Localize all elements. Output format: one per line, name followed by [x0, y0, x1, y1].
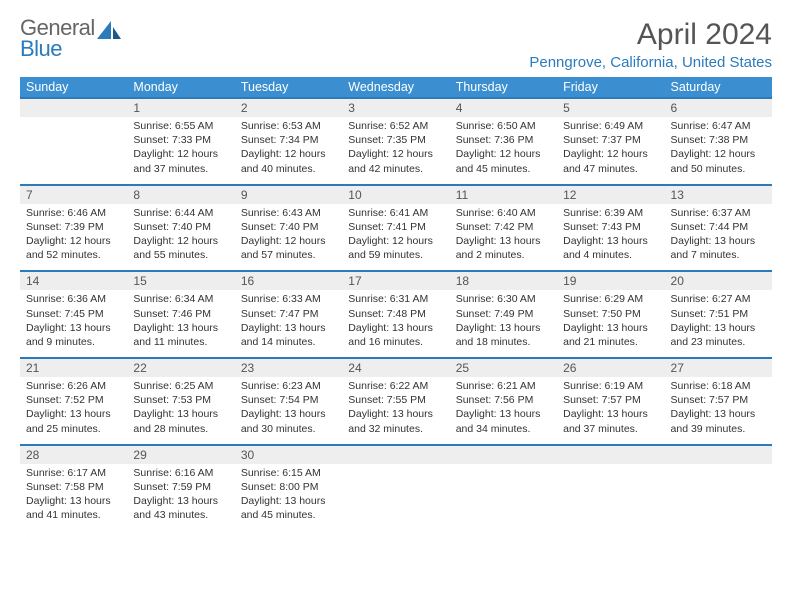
day-number: 10 [342, 185, 449, 204]
calendar-body: 123456Sunrise: 6:55 AMSunset: 7:33 PMDay… [20, 98, 772, 530]
day-cell: Sunrise: 6:55 AMSunset: 7:33 PMDaylight:… [127, 117, 234, 185]
day-number-row: 282930 [20, 445, 772, 464]
day-number [665, 445, 772, 464]
day-cell: Sunrise: 6:37 AMSunset: 7:44 PMDaylight:… [665, 204, 772, 272]
weekday-header: Wednesday [342, 77, 449, 98]
day-number [20, 98, 127, 117]
weekday-header: Saturday [665, 77, 772, 98]
header: General Blue April 2024 Penngrove, Calif… [20, 18, 772, 71]
day-number: 29 [127, 445, 234, 464]
day-cell: Sunrise: 6:23 AMSunset: 7:54 PMDaylight:… [235, 377, 342, 445]
day-cell: Sunrise: 6:22 AMSunset: 7:55 PMDaylight:… [342, 377, 449, 445]
weekday-header: Tuesday [235, 77, 342, 98]
day-number: 14 [20, 271, 127, 290]
day-cell: Sunrise: 6:29 AMSunset: 7:50 PMDaylight:… [557, 290, 664, 358]
day-number-row: 78910111213 [20, 185, 772, 204]
day-cell [665, 464, 772, 531]
month-title: April 2024 [529, 18, 772, 52]
day-number: 9 [235, 185, 342, 204]
day-cell [342, 464, 449, 531]
day-number: 6 [665, 98, 772, 117]
day-number [557, 445, 664, 464]
day-cell: Sunrise: 6:53 AMSunset: 7:34 PMDaylight:… [235, 117, 342, 185]
logo-sail-icon [97, 21, 121, 39]
day-number: 26 [557, 358, 664, 377]
day-number-row: 14151617181920 [20, 271, 772, 290]
day-cell: Sunrise: 6:15 AMSunset: 8:00 PMDaylight:… [235, 464, 342, 531]
day-cell: Sunrise: 6:50 AMSunset: 7:36 PMDaylight:… [450, 117, 557, 185]
weekday-header-row: Sunday Monday Tuesday Wednesday Thursday… [20, 77, 772, 98]
day-cell: Sunrise: 6:47 AMSunset: 7:38 PMDaylight:… [665, 117, 772, 185]
day-number-row: 123456 [20, 98, 772, 117]
day-number: 7 [20, 185, 127, 204]
day-cell: Sunrise: 6:49 AMSunset: 7:37 PMDaylight:… [557, 117, 664, 185]
day-number: 12 [557, 185, 664, 204]
day-number: 15 [127, 271, 234, 290]
day-number: 8 [127, 185, 234, 204]
day-cell: Sunrise: 6:25 AMSunset: 7:53 PMDaylight:… [127, 377, 234, 445]
day-cell: Sunrise: 6:21 AMSunset: 7:56 PMDaylight:… [450, 377, 557, 445]
weekday-header: Thursday [450, 77, 557, 98]
day-number: 19 [557, 271, 664, 290]
day-cell: Sunrise: 6:33 AMSunset: 7:47 PMDaylight:… [235, 290, 342, 358]
day-cell: Sunrise: 6:43 AMSunset: 7:40 PMDaylight:… [235, 204, 342, 272]
weekday-header: Friday [557, 77, 664, 98]
day-number: 18 [450, 271, 557, 290]
day-cell: Sunrise: 6:34 AMSunset: 7:46 PMDaylight:… [127, 290, 234, 358]
day-cell [557, 464, 664, 531]
day-number: 2 [235, 98, 342, 117]
day-number: 25 [450, 358, 557, 377]
day-number: 11 [450, 185, 557, 204]
title-block: April 2024 Penngrove, California, United… [529, 18, 772, 71]
day-number: 28 [20, 445, 127, 464]
day-cell: Sunrise: 6:16 AMSunset: 7:59 PMDaylight:… [127, 464, 234, 531]
day-cell: Sunrise: 6:17 AMSunset: 7:58 PMDaylight:… [20, 464, 127, 531]
day-cell: Sunrise: 6:39 AMSunset: 7:43 PMDaylight:… [557, 204, 664, 272]
day-number: 5 [557, 98, 664, 117]
day-cell: Sunrise: 6:18 AMSunset: 7:57 PMDaylight:… [665, 377, 772, 445]
day-number: 27 [665, 358, 772, 377]
day-cell: Sunrise: 6:41 AMSunset: 7:41 PMDaylight:… [342, 204, 449, 272]
day-number: 16 [235, 271, 342, 290]
day-cell [450, 464, 557, 531]
logo-blue: Blue [20, 39, 95, 60]
day-number [342, 445, 449, 464]
day-cell: Sunrise: 6:40 AMSunset: 7:42 PMDaylight:… [450, 204, 557, 272]
day-cell: Sunrise: 6:27 AMSunset: 7:51 PMDaylight:… [665, 290, 772, 358]
day-number: 20 [665, 271, 772, 290]
day-number: 17 [342, 271, 449, 290]
day-number: 3 [342, 98, 449, 117]
day-cell: Sunrise: 6:30 AMSunset: 7:49 PMDaylight:… [450, 290, 557, 358]
location: Penngrove, California, United States [529, 54, 772, 71]
day-cell: Sunrise: 6:44 AMSunset: 7:40 PMDaylight:… [127, 204, 234, 272]
logo: General Blue [20, 18, 121, 60]
day-content-row: Sunrise: 6:36 AMSunset: 7:45 PMDaylight:… [20, 290, 772, 358]
day-content-row: Sunrise: 6:46 AMSunset: 7:39 PMDaylight:… [20, 204, 772, 272]
weekday-header: Sunday [20, 77, 127, 98]
day-number: 23 [235, 358, 342, 377]
day-number: 21 [20, 358, 127, 377]
day-cell: Sunrise: 6:19 AMSunset: 7:57 PMDaylight:… [557, 377, 664, 445]
day-cell: Sunrise: 6:46 AMSunset: 7:39 PMDaylight:… [20, 204, 127, 272]
day-number: 4 [450, 98, 557, 117]
day-content-row: Sunrise: 6:55 AMSunset: 7:33 PMDaylight:… [20, 117, 772, 185]
day-cell: Sunrise: 6:52 AMSunset: 7:35 PMDaylight:… [342, 117, 449, 185]
day-number [450, 445, 557, 464]
day-number-row: 21222324252627 [20, 358, 772, 377]
day-number: 24 [342, 358, 449, 377]
day-cell: Sunrise: 6:36 AMSunset: 7:45 PMDaylight:… [20, 290, 127, 358]
day-cell: Sunrise: 6:26 AMSunset: 7:52 PMDaylight:… [20, 377, 127, 445]
day-cell: Sunrise: 6:31 AMSunset: 7:48 PMDaylight:… [342, 290, 449, 358]
weekday-header: Monday [127, 77, 234, 98]
day-number: 13 [665, 185, 772, 204]
day-number: 30 [235, 445, 342, 464]
calendar-table: Sunday Monday Tuesday Wednesday Thursday… [20, 77, 772, 530]
day-content-row: Sunrise: 6:17 AMSunset: 7:58 PMDaylight:… [20, 464, 772, 531]
day-cell [20, 117, 127, 185]
day-content-row: Sunrise: 6:26 AMSunset: 7:52 PMDaylight:… [20, 377, 772, 445]
day-number: 22 [127, 358, 234, 377]
day-number: 1 [127, 98, 234, 117]
